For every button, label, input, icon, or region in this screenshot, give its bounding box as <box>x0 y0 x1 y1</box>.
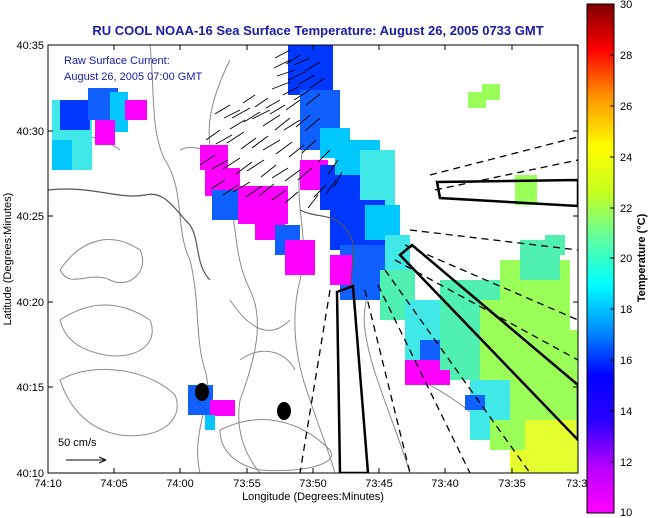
colorbar-tick-label: 24 <box>620 152 632 164</box>
x-tick-label: 73:45 <box>365 478 393 490</box>
transect-lines <box>299 136 578 473</box>
colorbar-tick-label: 20 <box>620 253 632 265</box>
current-legend-line-1: Raw Surface Current: <box>64 55 170 67</box>
y-tick-marks <box>48 44 578 474</box>
colorbar-tick-label: 14 <box>620 406 632 418</box>
surface-current-vectors <box>199 49 343 209</box>
scale-arrowhead <box>98 456 107 464</box>
x-tick-label: 74:10 <box>34 478 62 490</box>
x-tick-label: 73:35 <box>498 478 526 490</box>
y-tick-label: 40:15 <box>16 382 44 394</box>
x-tick-label: 73:3 <box>566 478 587 490</box>
x-tick-label: 74:00 <box>166 478 194 490</box>
colorbar-tick-label: 16 <box>620 355 632 367</box>
y-tick-label: 40:30 <box>16 126 44 138</box>
colorbar-tick-label: 26 <box>620 101 632 113</box>
y-tick-label: 40:25 <box>16 211 44 223</box>
station-marker <box>195 383 209 401</box>
coastline <box>48 188 356 301</box>
x-axis: 74:10 74:05 74:00 73:55 73:50 73:45 73:4… <box>34 45 587 503</box>
colorbar-tick-label: 30 <box>620 0 632 11</box>
y-tick-label: 40:20 <box>16 297 44 309</box>
colorbar-tick-label: 22 <box>620 203 632 215</box>
colorbar-tick-label: 12 <box>620 457 632 469</box>
current-legend-line-2: August 26, 2005 07:00 GMT <box>64 71 202 83</box>
sst-field <box>52 45 578 473</box>
colorbar: 30 28 26 24 22 20 18 16 14 12 10 Tempera… <box>586 0 648 518</box>
study-boxes <box>335 178 578 473</box>
colorbar-tick-label: 18 <box>620 304 632 316</box>
y-tick-label: 40:35 <box>16 40 44 52</box>
colorbar-label: Temperature (°C) <box>636 213 648 302</box>
colorbar-gradient <box>586 3 615 514</box>
colorbar-tick-label: 28 <box>620 50 632 62</box>
y-axis-label: Latitude (Degrees:Minutes) <box>2 193 14 326</box>
x-axis-label: Longitude (Degrees:Minutes) <box>242 491 384 503</box>
colorbar-tick-label: 10 <box>620 507 632 518</box>
colorbar-ticks <box>610 54 614 463</box>
station-marker <box>277 402 291 420</box>
figure-title: RU COOL NOAA-16 Sea Surface Temperature:… <box>92 23 543 38</box>
map-panel: Raw Surface Current: August 26, 2005 07:… <box>48 45 578 473</box>
y-tick-label: 40:10 <box>16 468 44 480</box>
scale-label: 50 cm/s <box>58 437 97 449</box>
x-tick-marks <box>47 45 513 473</box>
x-tick-label: 73:55 <box>233 478 261 490</box>
x-tick-label: 73:40 <box>431 478 459 490</box>
x-tick-label: 74:05 <box>100 478 128 490</box>
x-tick-label: 73:50 <box>299 478 327 490</box>
y-axis: 40:35 40:30 40:25 40:20 40:15 40:10 Lati… <box>2 40 578 480</box>
